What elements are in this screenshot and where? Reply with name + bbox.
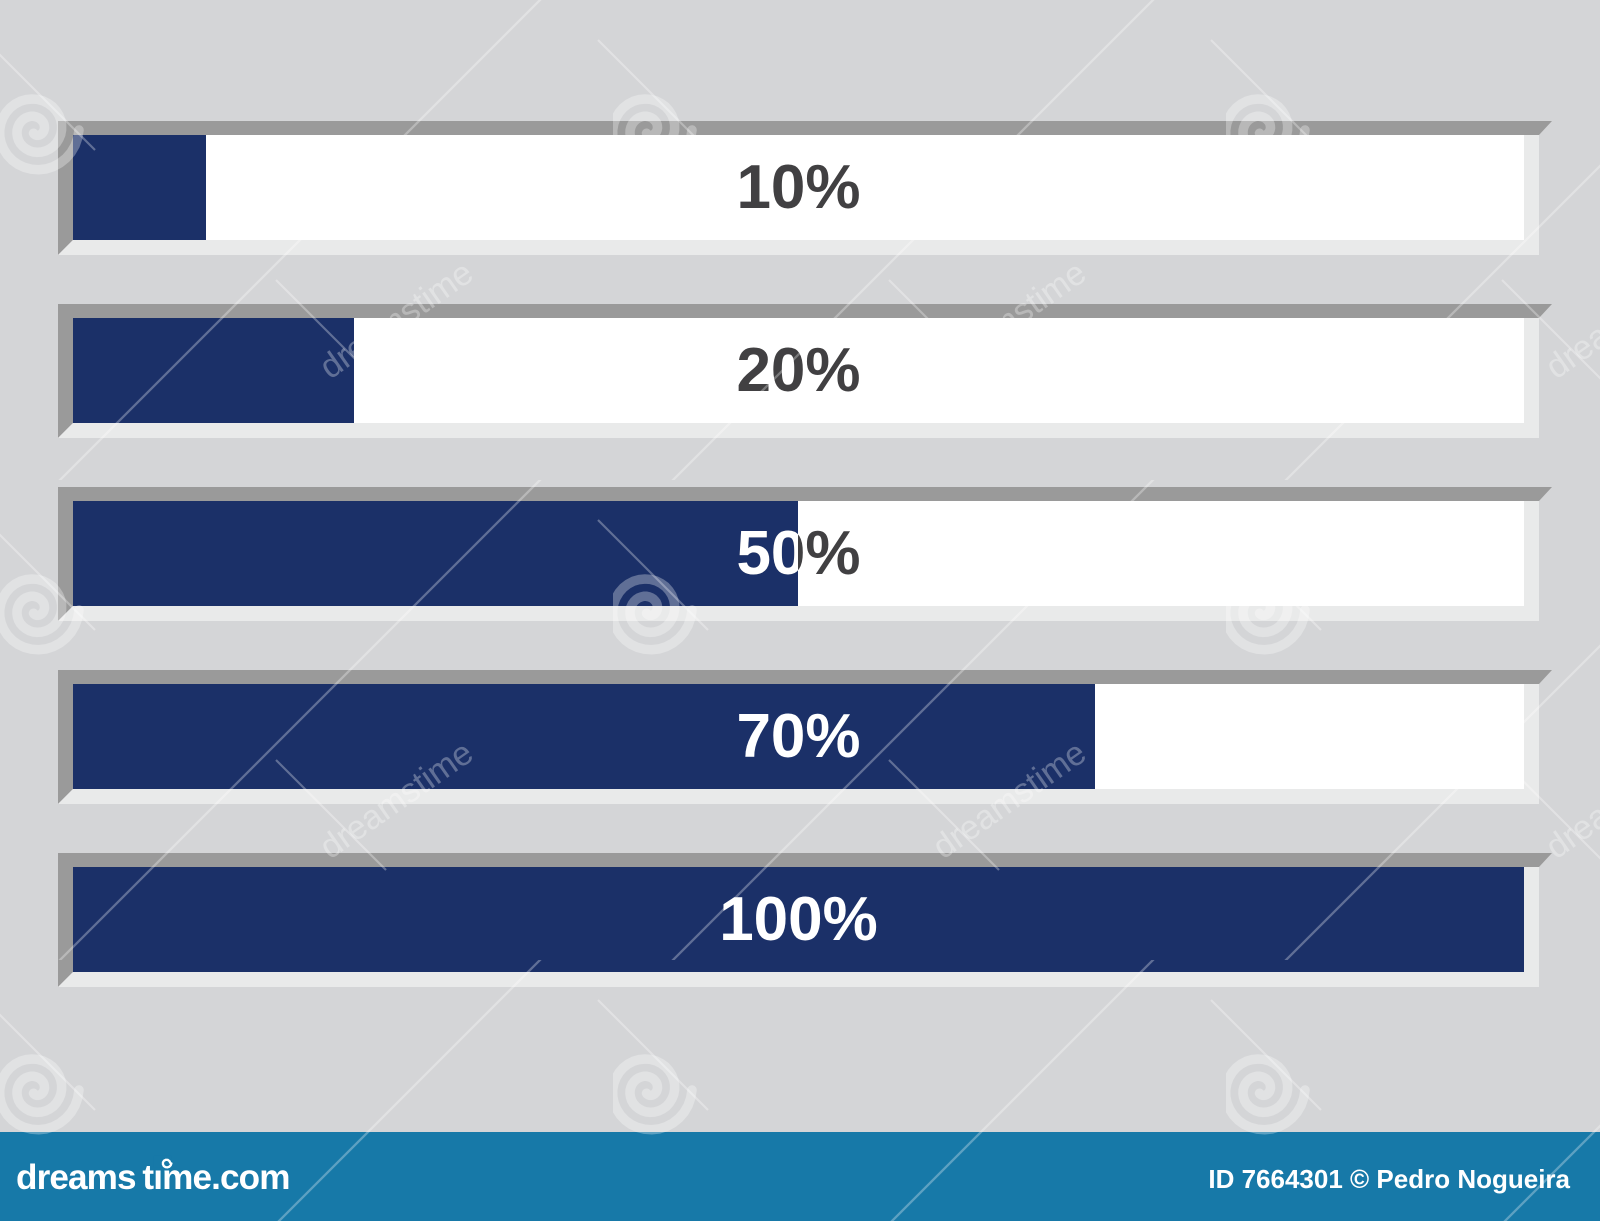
svg-text:dreams: dreams <box>16 1158 136 1197</box>
